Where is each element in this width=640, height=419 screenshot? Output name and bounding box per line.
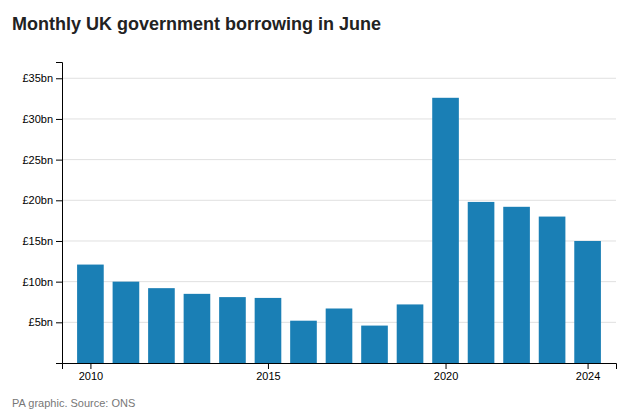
axis-line — [56, 63, 63, 364]
tick-label: 2010 — [79, 370, 103, 382]
grid-line — [62, 240, 616, 241]
x-axis: 2010 2015 2020 2024 — [63, 363, 617, 382]
tick: 2010 — [79, 363, 103, 382]
tick-label: 2015 — [256, 370, 280, 382]
tick-label: £5bn — [29, 316, 53, 328]
bar — [432, 98, 459, 363]
tick: 2015 — [256, 363, 280, 382]
y-axis: £5bn £10bn £15bn £20bn £25bn £30bn £35bn — [22, 63, 62, 364]
tick: 2020 — [434, 363, 458, 382]
grid-line — [62, 78, 616, 79]
bars — [77, 98, 601, 363]
grid-line — [62, 118, 616, 119]
grid-line — [62, 159, 616, 160]
axis-line — [63, 364, 617, 370]
tick: £15bn — [22, 235, 62, 247]
bar — [77, 265, 104, 363]
tick-label: £25bn — [22, 154, 53, 166]
tick-label: £20bn — [22, 194, 53, 206]
title: Monthly UK government borrowing in June — [12, 14, 381, 34]
tick: £30bn — [22, 113, 62, 125]
tick: £35bn — [22, 72, 62, 84]
tick: £25bn — [22, 154, 62, 166]
bar — [361, 326, 388, 363]
tick-mark — [56, 200, 62, 201]
tick-mark — [446, 363, 447, 369]
bar — [326, 308, 353, 363]
bar — [184, 294, 211, 363]
tick-mark — [268, 363, 269, 369]
tick-mark — [56, 160, 62, 161]
tick-label: 2024 — [576, 370, 600, 382]
bar — [397, 304, 424, 363]
tick: £10bn — [22, 276, 62, 288]
bar — [539, 217, 566, 363]
bar — [290, 321, 317, 363]
bar — [255, 298, 282, 363]
tick-mark — [56, 322, 62, 323]
tick-mark — [588, 363, 589, 369]
source: PA graphic. Source: ONS — [12, 397, 135, 409]
tick-label: £35bn — [22, 72, 53, 84]
tick-label: £10bn — [22, 276, 53, 288]
tick-label: 2020 — [434, 370, 458, 382]
tick-label: £30bn — [22, 113, 53, 125]
grid — [62, 78, 616, 322]
chart: Monthly UK government borrowing in June P… — [0, 0, 640, 419]
tick: £5bn — [29, 316, 62, 328]
plot: £5bn£10bn£15bn£20bn£25bn£30bn£35bn201020… — [22, 63, 616, 382]
bar — [113, 282, 140, 363]
tick-mark — [56, 78, 62, 79]
tick: £20bn — [22, 194, 62, 206]
tick-mark — [90, 363, 91, 369]
bar — [219, 297, 246, 363]
grid-line — [62, 200, 616, 201]
bar — [148, 288, 175, 363]
tick-label: £15bn — [22, 235, 53, 247]
grid-line — [62, 281, 616, 282]
tick-mark — [56, 241, 62, 242]
tick-mark — [56, 282, 62, 283]
tick-mark — [56, 119, 62, 120]
bar — [468, 202, 495, 363]
bar — [574, 241, 601, 363]
bar — [503, 207, 530, 363]
tick: 2024 — [576, 363, 600, 382]
